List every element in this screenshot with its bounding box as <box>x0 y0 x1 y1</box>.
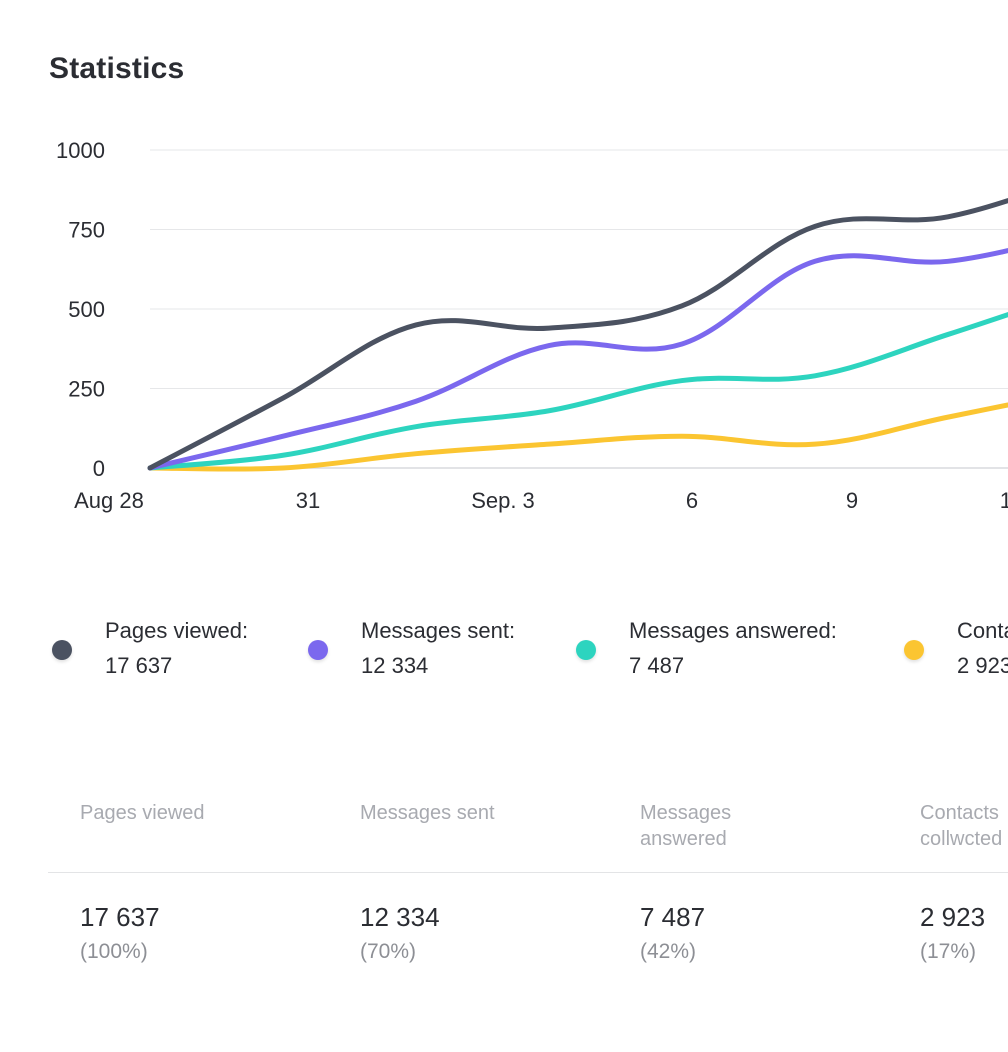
table-percent-contacts-collected: (17%) <box>920 940 977 963</box>
pages-viewed-dot-icon <box>52 640 72 660</box>
statistics-table: Pages viewed Messages sent Messages answ… <box>0 800 1008 1000</box>
series-line-messages-sent <box>147 248 1008 471</box>
page-title: Statistics <box>49 52 185 85</box>
table-percent-messages-sent: (70%) <box>360 940 417 963</box>
y-tick-label: 750 <box>68 218 105 243</box>
y-tick-label: 500 <box>68 297 105 322</box>
x-tick-label: Aug 28 <box>74 488 144 513</box>
contacts-collected-dot-icon <box>904 640 924 660</box>
series-line-messages-answered <box>147 311 1008 471</box>
chart-legend: Pages viewed: 17 637 Messages sent: 12 3… <box>0 618 1008 698</box>
y-tick-label: 250 <box>68 377 105 402</box>
legend-value: 7 487 <box>629 653 685 678</box>
x-tick-label: 6 <box>686 488 698 513</box>
table-percent-messages-answered: (42%) <box>640 940 697 963</box>
messages-answered-dot-icon <box>576 640 596 660</box>
x-tick-label: 9 <box>846 488 858 513</box>
y-tick-label: 0 <box>93 456 105 481</box>
table-value-messages-answered: 7 487 <box>640 902 706 932</box>
table-header-contacts-collected: Contacts collwcted <box>920 802 1003 850</box>
legend-label: Messages sent: <box>361 618 516 643</box>
messages-sent-dot-icon <box>308 640 328 660</box>
legend-label: Messages answered: <box>629 618 837 643</box>
legend-label: Contacts collwcted: <box>957 618 1008 643</box>
legend-label: Pages viewed: <box>105 618 249 643</box>
legend-value: 12 334 <box>361 653 429 678</box>
legend-value: 2 923 <box>957 653 1008 678</box>
legend-value: 17 637 <box>105 653 173 678</box>
statistics-line-chart: 0 250 500 750 1000 Aug 28 31 Sep. 3 6 9 12 <box>56 138 1008 513</box>
table-header-pages-viewed: Pages viewed <box>80 802 205 824</box>
table-divider <box>48 872 1008 873</box>
x-tick-label: 31 <box>296 488 320 513</box>
table-value-messages-sent: 12 334 <box>360 902 440 932</box>
series-line-pages-viewed <box>147 197 1008 471</box>
table-value-contacts-collected: 2 923 <box>920 902 986 932</box>
x-tick-label: Sep. 3 <box>471 488 535 513</box>
y-tick-label: 1000 <box>56 138 105 163</box>
table-value-pages-viewed: 17 637 <box>80 902 160 932</box>
table-header-messages-answered: Messages answered <box>640 802 732 850</box>
series-line-contacts-collwcted <box>147 402 1008 472</box>
table-header-messages-sent: Messages sent <box>360 802 495 824</box>
x-tick-label: 12 <box>1000 488 1008 513</box>
table-percent-pages-viewed: (100%) <box>80 940 148 963</box>
